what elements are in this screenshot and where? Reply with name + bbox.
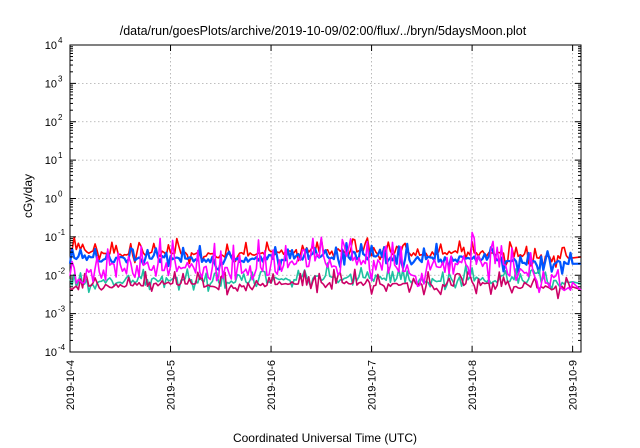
chart-title: /data/run/goesPlots/archive/2019-10-09/0… [120,24,527,38]
y-tick-label: 10 [45,270,57,282]
x-tick-label: 2019-10-6 [266,360,278,410]
y-tick-label: 10 [45,117,57,129]
y-tick-label: 10 [45,78,57,90]
y-tick-label: 10 [45,347,57,359]
y-tick-exponent: 2 [58,113,63,122]
y-tick-exponent: -3 [58,305,66,314]
y-tick-exponent: 3 [58,74,63,83]
x-tick-label: 2019-10-9 [568,360,580,410]
x-tick-label: 2019-10-4 [65,360,77,410]
y-tick-exponent: -4 [58,343,66,352]
y-tick-label: 10 [45,194,57,206]
y-tick-exponent: -1 [58,228,66,237]
x-tick-label: 2019-10-8 [467,360,479,410]
grid-lines [70,45,581,352]
series-line [69,262,582,294]
y-tick-exponent: 1 [58,151,63,160]
y-axis-label: cGy/day [21,174,35,218]
y-tick-label: 10 [45,309,57,321]
x-tick-label: 2019-10-5 [166,360,178,410]
y-tick-exponent: 0 [58,190,63,199]
x-axis: 2019-10-4 2019-10-5 2019-10-6 2019-10-7 2019… [65,45,580,410]
y-tick-label: 10 [45,232,57,244]
y-tick-label: 10 [45,40,57,52]
x-tick-label: 2019-10-7 [367,360,379,410]
x-axis-label: Coordinated Universal Time (UTC) [233,431,417,445]
series-line [69,231,582,294]
series-line [69,268,582,300]
series-layer [68,231,582,300]
y-tick-exponent: 4 [58,36,63,45]
y-tick-label: 10 [45,155,57,167]
y-tick-exponent: -2 [58,266,66,275]
